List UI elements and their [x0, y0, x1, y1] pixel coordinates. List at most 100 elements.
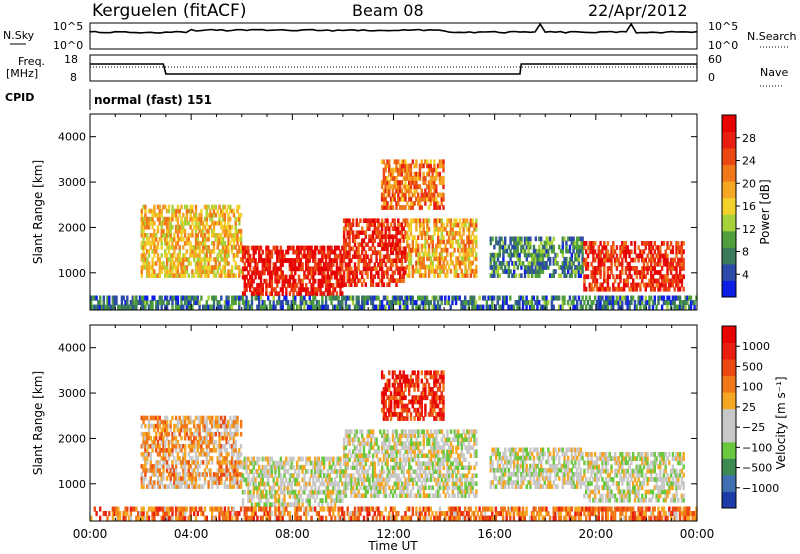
heatmap-cell [402, 304, 405, 310]
heatmap-cell [359, 218, 362, 223]
heatmap-cell [362, 254, 366, 259]
heatmap-cell [431, 295, 434, 301]
heatmap-cell [259, 494, 263, 499]
heatmap-cell [238, 273, 241, 278]
heatmap-cell [216, 419, 219, 425]
heatmap-cell [243, 456, 246, 462]
heatmap-cell [319, 291, 322, 297]
heatmap-cell [216, 300, 219, 306]
heatmap-cell [552, 273, 555, 278]
heatmap-cell [404, 270, 407, 275]
heatmap-cell [218, 304, 221, 310]
heatmap-cell [637, 295, 640, 301]
heatmap-cell [144, 265, 147, 270]
heatmap-cell [642, 282, 646, 288]
heatmap-cell [406, 295, 409, 301]
heatmap-cell [151, 415, 154, 421]
heatmap-cell [209, 472, 212, 477]
heatmap-cell [469, 247, 473, 253]
heatmap-cell [274, 498, 277, 503]
heatmap-cell [156, 464, 160, 469]
heatmap-cell [212, 265, 216, 270]
heatmap-cell [147, 265, 151, 270]
heatmap-cell [393, 218, 396, 223]
heatmap-cell [344, 246, 348, 251]
heatmap-cell [290, 456, 293, 462]
heatmap-cell [644, 300, 647, 306]
heatmap-cell [520, 248, 523, 254]
heatmap-cell [496, 273, 500, 278]
heatmap-cell [250, 494, 254, 499]
heatmap-cell [660, 278, 664, 284]
heatmap-cell [245, 249, 248, 255]
heatmap-cell [140, 295, 143, 301]
heatmap-cell [292, 262, 295, 267]
heatmap-cell [368, 433, 371, 438]
heatmap-cell [509, 295, 512, 301]
heatmap-cell [165, 237, 169, 242]
heatmap-cell [223, 444, 227, 449]
heatmap-cell [673, 257, 676, 263]
heatmap-cell [332, 498, 335, 503]
heatmap-cell [599, 249, 602, 255]
heatmap-cell [324, 473, 328, 478]
heatmap-cell [227, 300, 230, 306]
heatmap-cell [342, 489, 346, 494]
heatmap-cell [319, 498, 322, 503]
heatmap-cell [198, 452, 201, 457]
heatmap-cell [621, 245, 624, 250]
heatmap-cell [379, 234, 382, 239]
heatmap-cell [648, 300, 651, 306]
heatmap-cell [178, 431, 181, 437]
heatmap-cell [229, 484, 232, 489]
y-tick-label: 1000 [58, 267, 86, 280]
heatmap-cell [411, 176, 414, 181]
heatmap-cell [203, 476, 207, 481]
heatmap-cell [458, 295, 461, 301]
heatmap-cell [442, 176, 445, 181]
heatmap-cell [212, 204, 216, 210]
heatmap-cell [205, 415, 208, 421]
heatmap-cell [505, 295, 508, 301]
heatmap-cell [281, 489, 284, 495]
heatmap-cell [507, 269, 510, 274]
heatmap-cell [171, 464, 174, 469]
heatmap-cell [220, 224, 223, 230]
heatmap-cell [214, 419, 218, 425]
heatmap-cell [341, 469, 344, 474]
heatmap-cell [348, 226, 351, 231]
heatmap-cell [319, 473, 322, 478]
heatmap-cell [397, 226, 400, 231]
heatmap-cell [239, 464, 243, 469]
heatmap-cell [297, 258, 301, 263]
heatmap-cell [653, 249, 656, 255]
heatmap-cell [364, 453, 368, 458]
heatmap-cell [268, 304, 272, 310]
heatmap-cell [173, 245, 176, 250]
heatmap-cell [615, 300, 619, 306]
heatmap-cell [250, 502, 254, 508]
heatmap-cell [386, 254, 389, 259]
heatmap-cell [514, 261, 518, 266]
heatmap-cell [389, 274, 393, 279]
heatmap-cell [180, 269, 183, 274]
heatmap-cell [355, 282, 358, 287]
heatmap-cell [185, 216, 189, 222]
heatmap-cell [164, 216, 167, 222]
heatmap-cell [574, 295, 577, 301]
heatmap-cell [268, 464, 272, 470]
heatmap-cell [409, 163, 413, 169]
heatmap-cell [169, 261, 172, 266]
heatmap-cell [218, 439, 221, 445]
heatmap-cell [261, 287, 264, 292]
heatmap-cell [196, 472, 199, 477]
heatmap-cell [330, 295, 333, 301]
heatmap-cell [174, 265, 178, 270]
heatmap-cell [458, 252, 462, 257]
heatmap-cell [446, 239, 449, 245]
heatmap-cell [277, 249, 281, 255]
heatmap-cell [193, 484, 196, 489]
heatmap-cell [245, 464, 248, 470]
heatmap-cell [214, 273, 218, 278]
heatmap-cell [373, 250, 376, 255]
